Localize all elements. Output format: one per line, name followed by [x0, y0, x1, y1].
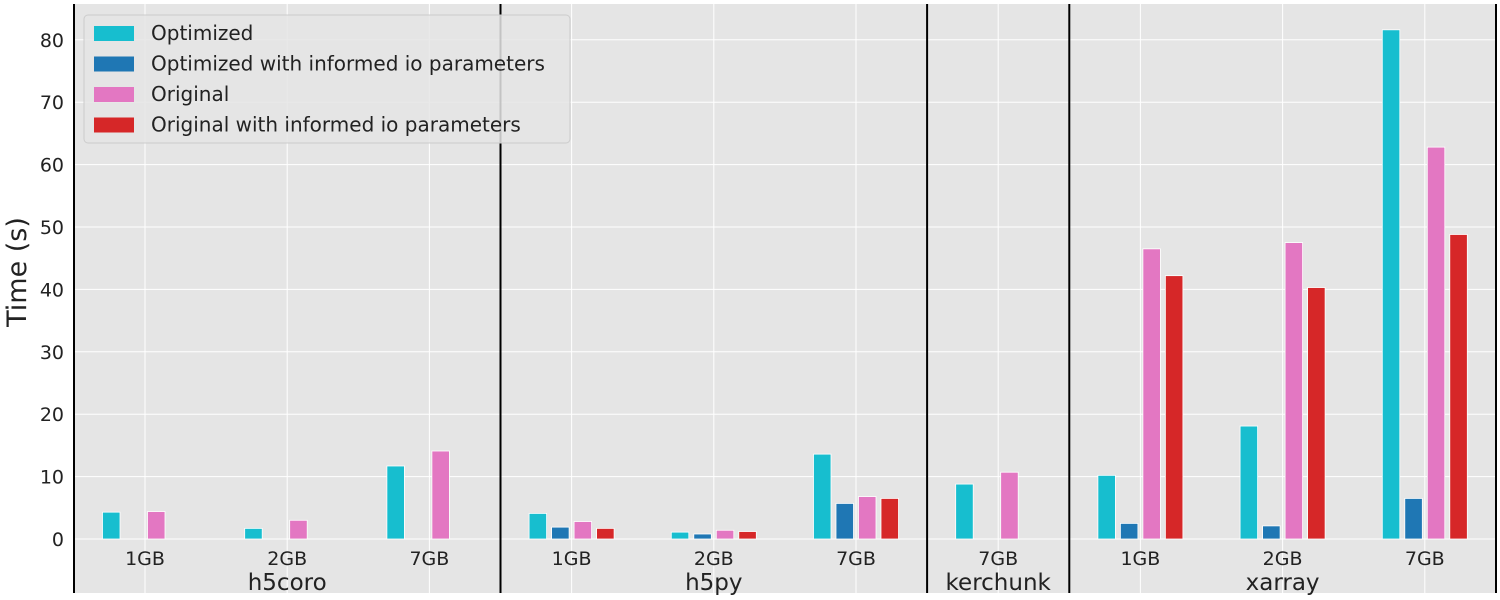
legend-swatch: [94, 26, 134, 41]
legend-label: Original with informed io parameters: [151, 113, 521, 137]
bar-xarray-2GB-optimized-with-informed-io-parameters: [1262, 525, 1281, 540]
bar-xarray-1GB-optimized-with-informed-io-parameters: [1120, 523, 1139, 540]
bar-h5py-2GB-original-with-informed-io-parameters: [738, 531, 757, 540]
legend-swatch: [94, 87, 134, 102]
group-label: kerchunk: [946, 570, 1052, 596]
bar-xarray-7GB-optimized: [1381, 29, 1401, 540]
bar-h5py-1GB-original-with-informed-io-parameters: [596, 527, 615, 540]
group-label: h5coro: [248, 570, 327, 596]
group-label: xarray: [1246, 570, 1320, 596]
bar-h5coro-7GB-optimized: [386, 465, 405, 540]
y-axis-title: Time (s): [2, 217, 33, 328]
x-axis: 1GB 2GB 7GB 1GB 2GB 7GB 7GB 1GB 2GB 7GB h5coro h5py…: [125, 548, 1445, 596]
bar-xarray-7GB-original: [1426, 146, 1446, 540]
x-tick-label: 7GB: [978, 548, 1018, 570]
bar-h5coro-1GB-original: [147, 511, 166, 540]
bars: [102, 29, 1468, 540]
bar-xarray-7GB-original-with-informed-io-parameters: [1449, 234, 1468, 540]
y-tick-label: 10: [40, 467, 64, 489]
legend-swatch: [94, 56, 134, 72]
x-tick-label: 2GB: [694, 548, 734, 570]
bar-h5coro-2GB-optimized: [244, 527, 263, 540]
bar-xarray-7GB-optimized-with-informed-io-parameters: [1404, 498, 1423, 540]
legend-swatch: [94, 117, 134, 133]
x-tick-label: 7GB: [1405, 548, 1445, 570]
bar-h5coro-2GB-original: [289, 519, 308, 540]
legend-label: Original: [151, 82, 229, 106]
bar-kerchunk-7GB-original: [1000, 471, 1019, 540]
bar-h5py-2GB-optimized-with-informed-io-parameters: [693, 533, 712, 540]
bar-kerchunk-7GB-optimized: [955, 483, 974, 540]
x-tick-label: 7GB: [836, 548, 876, 570]
bar-h5py-2GB-original: [715, 529, 735, 540]
y-tick-label: 40: [40, 279, 64, 301]
x-tick-label: 1GB: [1120, 548, 1160, 570]
bar-xarray-2GB-original-with-informed-io-parameters: [1307, 287, 1326, 540]
legend-box: [83, 14, 571, 144]
bar-h5py-1GB-optimized: [528, 513, 547, 540]
bar-h5py-7GB-optimized: [813, 453, 832, 540]
bar-h5py-1GB-original: [573, 521, 592, 540]
x-tick-label: 2GB: [1263, 548, 1303, 570]
x-tick-label: 2GB: [267, 548, 307, 570]
bar-h5py-7GB-original-with-informed-io-parameters: [880, 498, 899, 540]
legend-label: Optimized: [151, 21, 253, 45]
bar-h5coro-1GB-optimized: [102, 511, 121, 540]
y-tick-label: 30: [40, 342, 64, 364]
legend: Optimized Optimized with informed io para…: [83, 14, 571, 144]
x-tick-label: 1GB: [552, 548, 592, 570]
x-tick-label: 1GB: [125, 548, 165, 570]
y-tick-label: 20: [40, 404, 64, 426]
bar-xarray-1GB-original: [1142, 248, 1161, 540]
y-tick-label: 60: [40, 155, 64, 177]
group-dividers: [73, 4, 1497, 593]
bar-h5py-1GB-optimized-with-informed-io-parameters: [551, 526, 570, 540]
y-tick-label: 80: [40, 30, 64, 52]
x-tick-label: 7GB: [409, 548, 449, 570]
y-tick-label: 0: [52, 529, 64, 551]
group-label: h5py: [685, 570, 742, 596]
y-axis: 0 10 20 30 40 50 60 70 80: [40, 30, 64, 551]
bar-xarray-2GB-original: [1284, 242, 1303, 540]
bar-h5py-7GB-optimized-with-informed-io-parameters: [835, 503, 854, 540]
bar-h5py-7GB-original: [858, 496, 877, 540]
bar-h5py-2GB-optimized: [670, 531, 690, 540]
y-tick-label: 70: [40, 92, 64, 114]
bar-xarray-1GB-optimized: [1097, 474, 1116, 540]
bar-xarray-2GB-optimized: [1239, 425, 1258, 540]
legend-label: Optimized with informed io parameters: [151, 52, 545, 76]
bar-xarray-1GB-original-with-informed-io-parameters: [1165, 275, 1184, 540]
y-tick-label: 50: [40, 217, 64, 239]
bar-h5coro-7GB-original: [431, 450, 450, 540]
